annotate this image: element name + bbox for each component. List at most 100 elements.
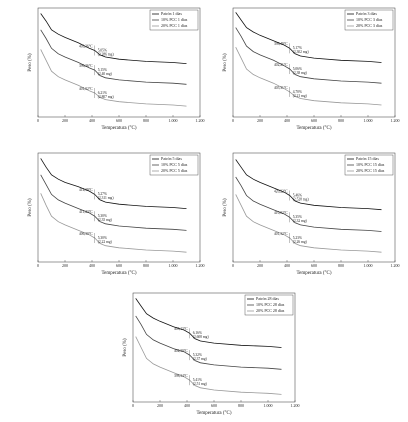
- legend-label: Patrón 3 días: [356, 11, 377, 16]
- annotation: 5,32%: [193, 353, 202, 358]
- chart: 0 200 400 600 800 1.000 1.200 Temperatura (°C) P…: [223, 7, 400, 131]
- annotation: (2,807 mg): [98, 95, 115, 100]
- chart: 0 200 400 600 800 1.000 1.200 Temperatura (°C) P…: [28, 152, 205, 276]
- annotation: (2,21 mg): [293, 94, 308, 99]
- x-tick-label: 400: [89, 263, 95, 268]
- annotation: (2,311 mg): [98, 196, 115, 201]
- legend-label: 20% PCC 3 días: [356, 23, 383, 28]
- annotation: 403,36°C: [79, 44, 93, 49]
- annotation: 406,30°C: [79, 232, 93, 237]
- data-line: [40, 13, 187, 64]
- x-axis-label: Temperatura (°C): [196, 411, 231, 416]
- chart: 0 200 400 600 800 1.000 1.200 Temperatura (°C) P…: [123, 292, 300, 416]
- annotation: 398,49°C: [274, 42, 288, 47]
- annotation: 420,22°C: [274, 189, 288, 194]
- annotation: (2,32 mg): [293, 219, 308, 224]
- x-tick-label: 0: [37, 263, 39, 268]
- x-tick-label: 1.000: [169, 118, 178, 123]
- annotation: 414,39°C: [79, 188, 93, 193]
- x-tick-label: 0: [132, 403, 134, 408]
- annotation: (2,302 mg): [293, 50, 310, 55]
- x-tick-label: 1.000: [169, 263, 178, 268]
- legend-label: Patrón 1 días: [161, 11, 182, 16]
- legend-label: 10% PCC 5 días: [161, 162, 188, 167]
- x-axis-label: Temperatura (°C): [296, 271, 331, 276]
- data-line: [40, 174, 187, 231]
- data-line: [235, 159, 382, 211]
- x-tick-label: 1.200: [291, 403, 300, 408]
- legend-box: [344, 9, 394, 31]
- annotation: 403,13°C: [174, 327, 188, 332]
- data-line: [40, 158, 187, 209]
- annotation: 401,32°C: [274, 232, 288, 237]
- annotation: 5,30%: [98, 236, 107, 241]
- annotation: 411,23°C: [79, 210, 93, 215]
- annotation: 6,21%: [98, 91, 107, 96]
- x-tick-label: 1.000: [364, 118, 373, 123]
- annotation: 410,02°C: [274, 211, 288, 216]
- x-tick-label: 1.200: [196, 118, 205, 123]
- x-tick-label: 1.200: [391, 118, 400, 123]
- x-tick-label: 200: [257, 118, 263, 123]
- x-tick-label: 400: [89, 118, 95, 123]
- x-tick-label: 800: [338, 263, 344, 268]
- annotation: 402,30°C: [174, 349, 188, 354]
- annotation: 5,35%: [293, 215, 302, 220]
- annotation: (2,22 mg): [98, 240, 113, 245]
- data-line: [135, 336, 282, 395]
- legend-label: 10% PCC 28 días: [256, 302, 285, 307]
- data-line: [135, 298, 282, 348]
- legend-label: Patrón 5 días: [161, 156, 182, 161]
- annotation: 5,15%: [98, 68, 107, 73]
- annotation: 5,23%: [293, 236, 302, 241]
- x-tick-label: 600: [211, 403, 217, 408]
- legend-label: 20% PCC 1 días: [161, 23, 188, 28]
- x-tick-label: 1.000: [264, 403, 273, 408]
- x-tick-label: 800: [143, 263, 149, 268]
- annotation: 5,05%: [98, 48, 107, 53]
- data-line: [40, 49, 187, 107]
- annotation: (2,286 mg): [98, 52, 115, 57]
- x-tick-label: 400: [284, 118, 290, 123]
- y-axis-label: Peso (%): [223, 53, 228, 72]
- y-axis-label: Peso (%): [223, 198, 228, 217]
- legend-label: 10% PCC 15 días: [356, 162, 385, 167]
- annotation: (2,35 mg): [98, 218, 113, 223]
- legend-label: 20% PCC 28 días: [256, 308, 285, 313]
- x-axis-label: Temperatura (°C): [296, 126, 331, 131]
- data-line: [235, 194, 382, 253]
- legend-label: 10% PCC 3 días: [356, 17, 383, 22]
- x-tick-label: 200: [62, 118, 68, 123]
- data-line: [235, 47, 382, 106]
- x-tick-label: 400: [284, 263, 290, 268]
- legend-label: 10% PCC 1 días: [161, 17, 188, 22]
- x-tick-label: 600: [116, 263, 122, 268]
- annotation: (2,51 mg): [193, 382, 208, 387]
- x-tick-label: 800: [238, 403, 244, 408]
- x-tick-label: 800: [338, 118, 344, 123]
- x-tick-label: 0: [37, 118, 39, 123]
- x-tick-label: 400: [184, 403, 190, 408]
- legend-box: [244, 294, 294, 316]
- annotation: 5,27%: [98, 192, 107, 197]
- annotation: 401,02°C: [79, 87, 93, 92]
- x-tick-label: 600: [311, 118, 317, 123]
- data-line: [135, 315, 282, 370]
- x-tick-label: 1.000: [364, 263, 373, 268]
- data-line: [40, 193, 187, 253]
- data-line: [40, 29, 187, 85]
- annotation: (2,38 mg): [293, 71, 308, 76]
- legend-label: 20% PCC 15 días: [356, 168, 385, 173]
- annotation: 5,41%: [193, 378, 202, 383]
- data-line: [235, 27, 382, 84]
- chart: 0 200 400 600 800 1.000 1.200 Temperatura (°C) P…: [223, 152, 400, 276]
- y-axis-label: Peso (%): [28, 53, 33, 72]
- annotation: 5,06%: [293, 67, 302, 72]
- annotation: 4,70%: [293, 90, 302, 95]
- annotation: 405,31°C: [274, 86, 288, 91]
- x-axis-label: Temperatura (°C): [101, 271, 136, 276]
- x-tick-label: 600: [116, 118, 122, 123]
- annotation: 5,46%: [293, 193, 302, 198]
- x-tick-label: 0: [232, 263, 234, 268]
